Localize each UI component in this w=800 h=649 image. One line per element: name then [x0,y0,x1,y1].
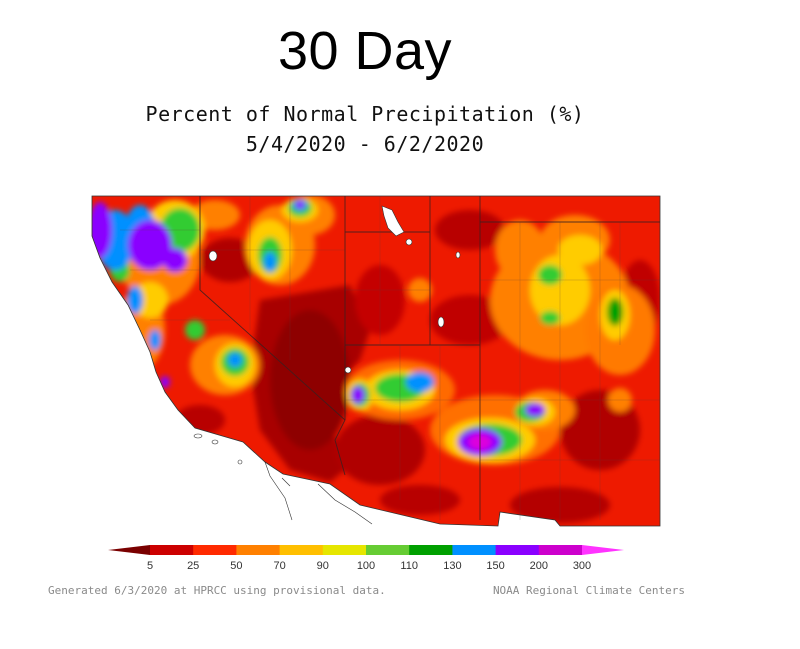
legend-tick-label: 110 [400,560,418,572]
legend: 5 25 50 70 90 100 110 130 150 200 300 [108,545,624,572]
legend-swatch [279,545,324,555]
legend-swatch [193,545,237,555]
legend-tick-label: 70 [273,560,285,572]
footer-credit: Generated 6/3/2020 at HPRCC using provis… [48,584,386,597]
precipitation-field [92,196,660,526]
legend-swatch [322,545,367,555]
legend-swatch [366,545,410,555]
legend-swatch [538,545,583,555]
map-subtitle-date-range: 5/4/2020 - 6/2/2020 [245,132,485,156]
legend-tick-label: 5 [147,560,153,572]
legend-tick-label: 130 [443,560,461,572]
legend-tick-label: 25 [187,560,199,572]
state-boundaries [199,196,660,520]
legend-tick-label: 200 [530,560,548,572]
legend-swatch [495,545,540,555]
legend-tick-label: 90 [317,560,329,572]
footer-source: NOAA Regional Climate Centers [492,584,685,597]
region-outline [91,195,661,527]
legend-tick-label: 50 [230,560,242,572]
utah-lake [405,238,413,246]
legend-arrow-low [108,545,150,555]
legend-arrow-high [582,545,624,555]
legend-tick-label: 100 [357,560,375,572]
legend-tick-label: 150 [486,560,504,572]
mexico-outline [264,461,373,525]
legend-swatch [150,545,194,555]
map-subtitle-measure: Percent of Normal Precipitation (%) [145,102,585,126]
channel-islands [193,433,243,465]
legend-tick-label: 300 [573,560,591,572]
great-salt-lake [381,205,405,237]
legend-swatch [409,545,453,555]
legend-swatch [236,545,281,555]
map-title: 30 Day [277,21,453,81]
county-lines [120,196,660,520]
lakes [208,205,461,374]
legend-swatch [452,545,497,555]
